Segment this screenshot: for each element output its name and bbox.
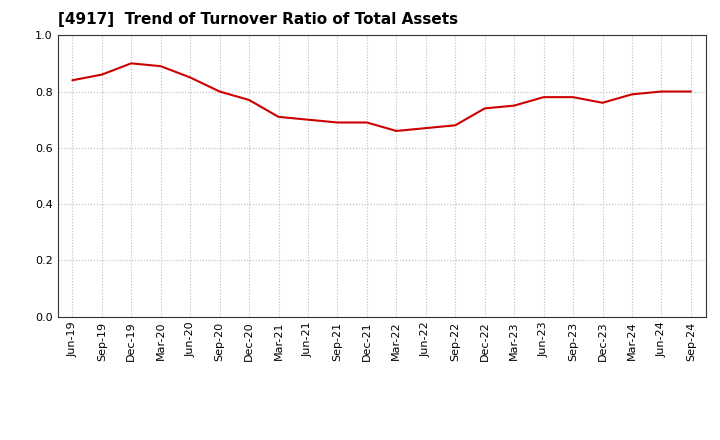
Text: [4917]  Trend of Turnover Ratio of Total Assets: [4917] Trend of Turnover Ratio of Total … <box>58 12 458 27</box>
